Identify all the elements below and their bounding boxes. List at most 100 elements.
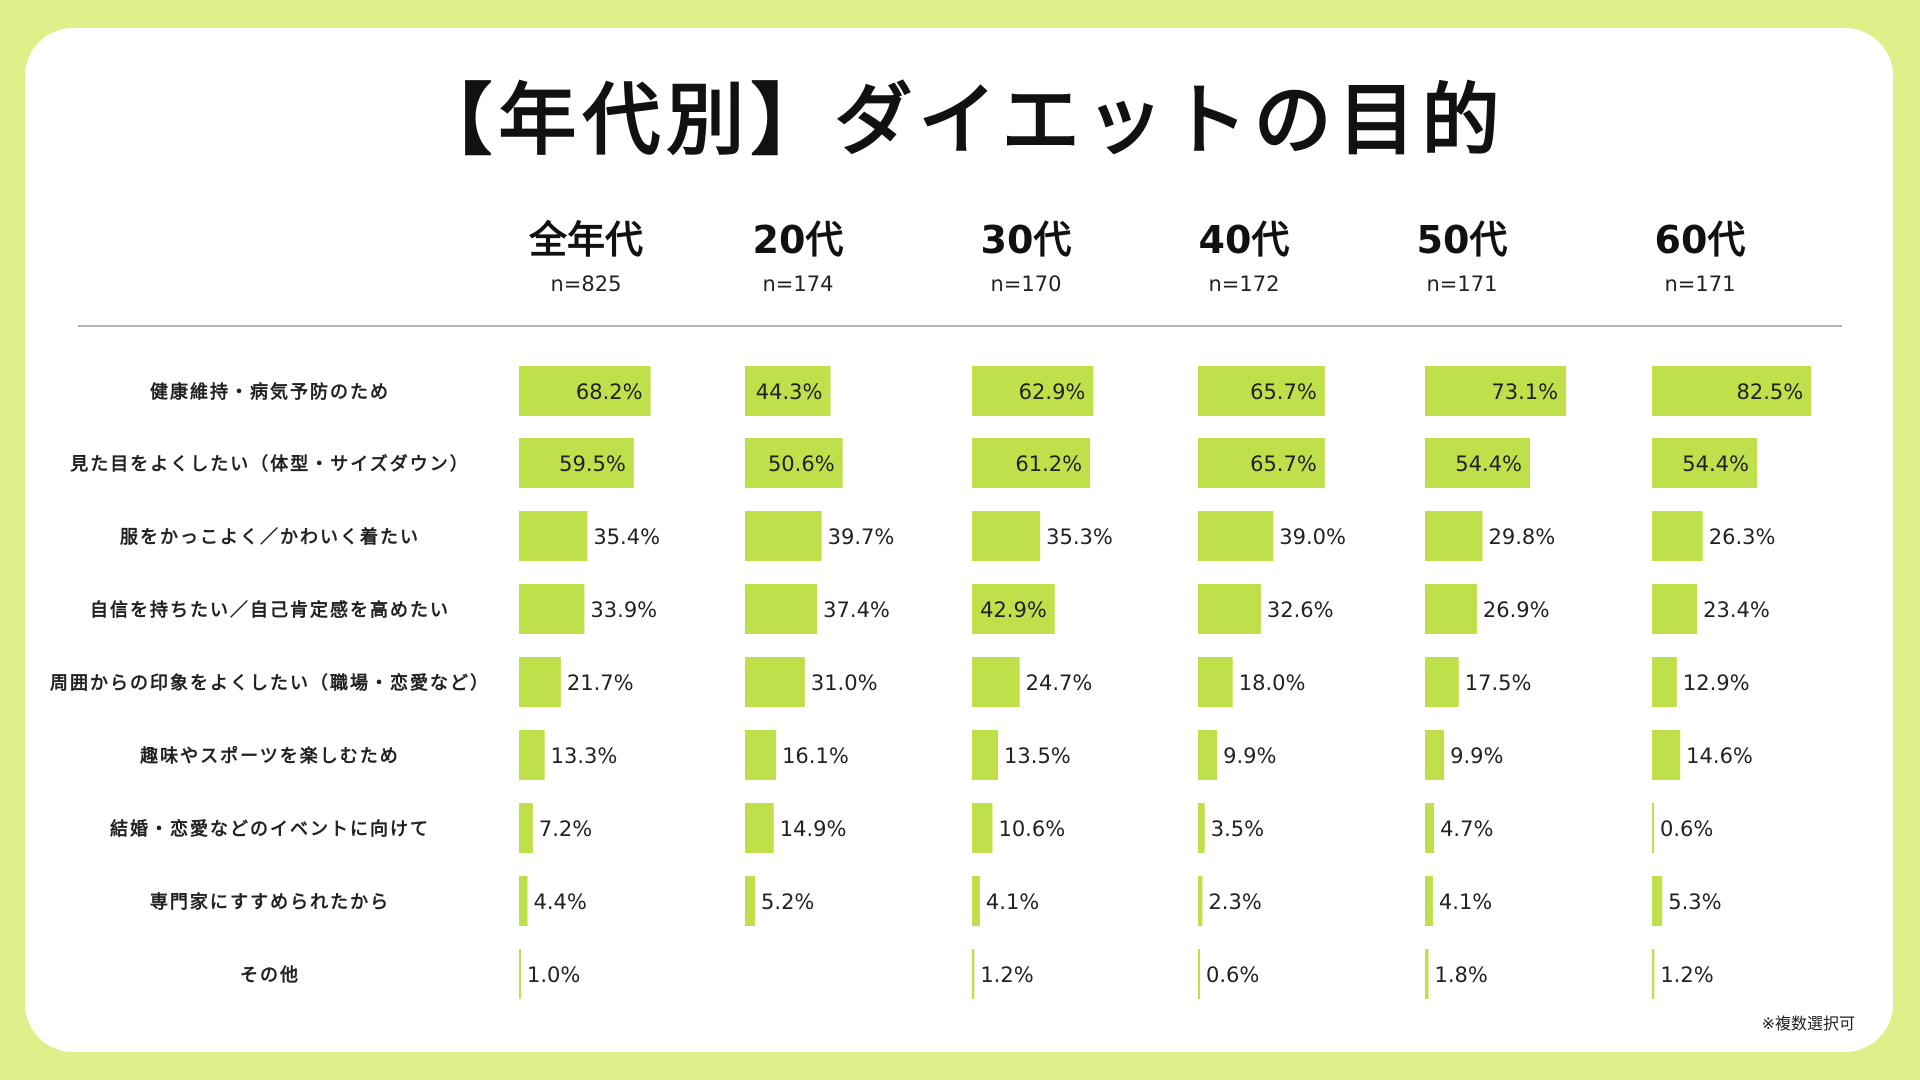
- value-label-1-7: 5.2%: [761, 890, 814, 914]
- value-label-4-4: 17.5%: [1465, 671, 1532, 695]
- bar-4-4: [1425, 657, 1459, 707]
- column-sample-size-4: n=171: [1427, 272, 1498, 296]
- bar-1-5: [745, 730, 777, 780]
- value-label-1-4: 31.0%: [811, 671, 878, 695]
- bar-5-7: [1652, 876, 1663, 926]
- bar-0-6: [519, 803, 533, 853]
- bar-3-1: [1198, 438, 1325, 488]
- bar-2-3: [972, 584, 1055, 634]
- bar-3-3: [1198, 584, 1261, 634]
- bar-3-7: [1198, 876, 1203, 926]
- value-label-5-2: 26.3%: [1709, 525, 1776, 549]
- bar-5-8: [1652, 949, 1655, 999]
- category-label-7: 専門家にすすめられたから: [150, 891, 390, 913]
- bar-5-6: [1652, 803, 1654, 853]
- value-label-2-7: 4.1%: [986, 890, 1039, 914]
- bar-1-7: [745, 876, 756, 926]
- value-label-2-1: 61.2%: [1015, 452, 1082, 476]
- bar-2-0: [972, 366, 1094, 416]
- bar-4-7: [1425, 876, 1433, 926]
- column-header-4: 50代: [1417, 218, 1508, 262]
- bar-5-1: [1652, 438, 1757, 488]
- value-label-5-3: 23.4%: [1703, 598, 1770, 622]
- value-label-3-0: 65.7%: [1250, 380, 1317, 404]
- value-label-0-6: 7.2%: [539, 817, 592, 841]
- bar-2-2: [972, 511, 1041, 561]
- value-label-2-3: 42.9%: [980, 598, 1047, 622]
- bar-1-6: [745, 803, 774, 853]
- bar-5-3: [1652, 584, 1698, 634]
- bar-3-2: [1198, 511, 1274, 561]
- value-label-4-7: 4.1%: [1439, 890, 1492, 914]
- column-sample-size-5: n=171: [1665, 272, 1736, 296]
- value-label-1-3: 37.4%: [823, 598, 890, 622]
- bar-0-8: [519, 949, 521, 999]
- value-label-0-7: 4.4%: [533, 890, 586, 914]
- chart-title: 【年代別】ダイエットの目的: [414, 76, 1506, 166]
- bar-5-0: [1652, 366, 1812, 416]
- value-label-4-2: 29.8%: [1489, 525, 1556, 549]
- value-label-5-8: 1.2%: [1660, 963, 1713, 987]
- value-label-3-8: 0.6%: [1206, 963, 1259, 987]
- column-sample-size-3: n=172: [1209, 272, 1280, 296]
- bar-2-4: [972, 657, 1020, 707]
- bar-0-4: [519, 657, 561, 707]
- multiple-choice-note: ※複数選択可: [1761, 1014, 1855, 1033]
- value-label-2-4: 24.7%: [1026, 671, 1093, 695]
- bar-1-2: [745, 511, 822, 561]
- bar-4-0: [1425, 366, 1567, 416]
- bar-0-5: [519, 730, 545, 780]
- category-label-1: 見た目をよくしたい（体型・サイズダウン）: [69, 453, 469, 475]
- value-label-3-7: 2.3%: [1208, 890, 1261, 914]
- category-label-0: 健康維持・病気予防のため: [150, 381, 390, 403]
- value-label-2-5: 13.5%: [1004, 744, 1071, 768]
- bar-3-4: [1198, 657, 1233, 707]
- value-label-3-3: 32.6%: [1267, 598, 1334, 622]
- value-label-4-6: 4.7%: [1440, 817, 1493, 841]
- value-label-2-8: 1.2%: [980, 963, 1033, 987]
- bar-0-1: [519, 438, 634, 488]
- value-label-2-0: 62.9%: [1019, 380, 1086, 404]
- value-label-5-0: 82.5%: [1737, 380, 1804, 404]
- value-label-0-0: 68.2%: [576, 380, 643, 404]
- value-label-0-5: 13.3%: [551, 744, 618, 768]
- value-label-1-0: 44.3%: [756, 380, 823, 404]
- value-label-1-6: 14.9%: [780, 817, 847, 841]
- column-sample-size-1: n=174: [763, 272, 834, 296]
- bar-1-0: [745, 366, 831, 416]
- value-label-4-0: 73.1%: [1491, 380, 1558, 404]
- column-header-5: 60代: [1655, 218, 1746, 262]
- bar-0-2: [519, 511, 588, 561]
- bar-2-5: [972, 730, 999, 780]
- chart-card: [25, 28, 1893, 1052]
- value-label-4-8: 1.8%: [1434, 963, 1487, 987]
- bar-3-0: [1198, 366, 1325, 416]
- bar-3-8: [1198, 949, 1200, 999]
- value-label-5-4: 12.9%: [1683, 671, 1750, 695]
- value-label-0-1: 59.5%: [559, 452, 626, 476]
- category-label-4: 周囲からの印象をよくしたい（職場・恋愛など）: [50, 672, 490, 694]
- bar-4-2: [1425, 511, 1483, 561]
- value-label-1-2: 39.7%: [828, 525, 895, 549]
- bar-4-1: [1425, 438, 1530, 488]
- value-label-5-6: 0.6%: [1660, 817, 1713, 841]
- column-header-0: 全年代: [528, 218, 643, 262]
- bar-1-4: [745, 657, 805, 707]
- bar-5-2: [1652, 511, 1703, 561]
- column-sample-size-0: n=825: [551, 272, 622, 296]
- category-label-2: 服をかっこよく／かわいく着たい: [120, 526, 420, 548]
- value-label-2-6: 10.6%: [998, 817, 1065, 841]
- column-header-3: 40代: [1199, 218, 1290, 262]
- value-label-3-6: 3.5%: [1211, 817, 1264, 841]
- bar-0-0: [519, 366, 651, 416]
- column-header-2: 30代: [981, 218, 1072, 262]
- bar-2-6: [972, 803, 993, 853]
- column-sample-size-2: n=170: [991, 272, 1062, 296]
- value-label-5-1: 54.4%: [1682, 452, 1749, 476]
- value-label-0-3: 33.9%: [590, 598, 657, 622]
- value-label-2-2: 35.3%: [1046, 525, 1113, 549]
- value-label-0-2: 35.4%: [593, 525, 660, 549]
- bar-0-7: [519, 876, 528, 926]
- bar-1-3: [745, 584, 818, 634]
